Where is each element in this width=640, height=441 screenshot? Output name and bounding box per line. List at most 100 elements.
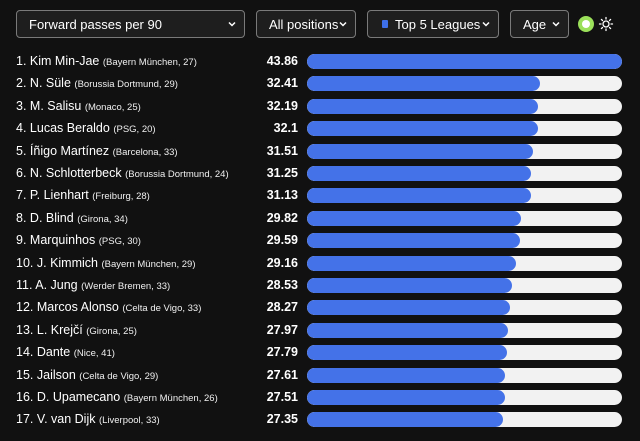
player-row[interactable]: 8. D. Blind (Girona, 34) 29.82: [0, 208, 640, 231]
player-label: 9. Marquinhos (PSG, 30): [16, 233, 141, 247]
player-club-age: (Liverpool, 33): [98, 415, 160, 427]
value-bar-fill: [307, 188, 531, 204]
player-name: N. Schlotterbeck: [29, 166, 122, 180]
player-club-age: (Barcelona, 33): [112, 146, 178, 158]
player-club-age: (Bayern München, 26): [123, 393, 218, 404]
player-club-age: (PSG, 30): [98, 236, 141, 248]
player-value: 29.16: [266, 255, 298, 270]
player-value: 31.51: [266, 143, 298, 158]
player-row[interactable]: 7. P. Lienhart (Freiburg, 28) 31.13: [0, 185, 640, 208]
player-rank: 11.: [16, 278, 33, 292]
player-value: 29.59: [266, 233, 298, 248]
player-club-age: (Celta de Vigo, 33): [122, 303, 202, 315]
position-select[interactable]: All positions: [256, 10, 356, 38]
player-row[interactable]: 4. Lucas Beraldo (PSG, 20) 32.1: [0, 118, 640, 141]
player-label: 5. Íñigo Martínez (Barcelona, 33): [16, 144, 178, 158]
player-row[interactable]: 14. Dante (Nice, 41) 27.79: [0, 342, 640, 365]
player-row[interactable]: 9. Marquinhos (PSG, 30) 29.59: [0, 230, 640, 253]
player-row[interactable]: 2. N. Süle (Borussia Dortmund, 29) 32.41: [0, 73, 640, 96]
player-name: Íñigo Martínez: [29, 143, 110, 158]
player-name: D. Upamecano: [36, 390, 121, 404]
league-select[interactable]: Top 5 Leagues: [367, 10, 499, 38]
player-name: Lucas Beraldo: [29, 121, 110, 136]
player-row[interactable]: 3. M. Salisu (Monaco, 25) 32.19: [0, 96, 640, 119]
metric-select-value: Forward passes per 90: [29, 16, 162, 32]
player-label: 16. D. Upamecano (Bayern München, 26): [16, 390, 218, 404]
player-value: 29.82: [266, 210, 298, 225]
player-club-age: (PSG, 20): [113, 124, 156, 136]
filter-toolbar: Forward passes per 90 All positions Top …: [0, 0, 640, 48]
player-row[interactable]: 17. V. van Dijk (Liverpool, 33) 27.35: [0, 409, 640, 432]
value-bar-fill: [307, 98, 539, 114]
value-bar-track: [307, 278, 622, 293]
player-rank: 5.: [16, 143, 27, 158]
player-club-age: (Werder Bremen, 33): [81, 281, 171, 292]
player-rank: 1.: [16, 54, 27, 68]
player-name: A. Jung: [35, 278, 78, 292]
player-row[interactable]: 6. N. Schlotterbeck (Borussia Dortmund, …: [0, 163, 640, 186]
player-row[interactable]: 16. D. Upamecano (Bayern München, 26) 27.…: [0, 387, 640, 410]
value-bar-fill: [307, 233, 520, 249]
player-label: 6. N. Schlotterbeck (Borussia Dortmund, …: [16, 166, 229, 180]
player-label: 2. N. Süle (Borussia Dortmund, 29): [16, 76, 178, 90]
player-rank: 17.: [16, 412, 34, 427]
value-bar-track: [307, 210, 622, 226]
player-value: 28.53: [266, 278, 298, 292]
metric-select[interactable]: Forward passes per 90: [16, 10, 245, 38]
player-label: 1. Kim Min-Jae (Bayern München, 27): [16, 54, 197, 68]
player-name: P. Lienhart: [29, 188, 89, 203]
value-bar-fill: [307, 322, 508, 338]
player-value: 28.27: [266, 300, 298, 315]
player-name: Dante: [36, 345, 71, 360]
player-row[interactable]: 5. Íñigo Martínez (Barcelona, 33) 31.51: [0, 141, 640, 164]
player-row[interactable]: 10. J. Kimmich (Bayern München, 29) 29.16: [0, 253, 640, 276]
value-bar-fill: [307, 143, 534, 159]
player-label: 4. Lucas Beraldo (PSG, 20): [16, 121, 156, 135]
player-rank: 2.: [16, 76, 27, 91]
player-row[interactable]: 15. Jailson (Celta de Vigo, 29) 27.61: [0, 365, 640, 388]
player-value: 31.25: [266, 166, 298, 180]
player-value: 32.41: [266, 76, 298, 91]
value-bar-fill: [307, 54, 622, 69]
value-bar-track: [307, 390, 622, 405]
player-row[interactable]: 11. A. Jung (Werder Bremen, 33) 28.53: [0, 275, 640, 298]
player-row[interactable]: 1. Kim Min-Jae (Bayern München, 27) 43.86: [0, 51, 640, 74]
player-rank: 4.: [16, 121, 27, 136]
player-name: M. Salisu: [29, 98, 82, 113]
player-rank: 13.: [16, 322, 34, 337]
value-bar-fill: [307, 76, 540, 92]
theme-toggle[interactable]: [578, 16, 594, 32]
value-bar-track: [307, 367, 622, 383]
player-label: 17. V. van Dijk (Liverpool, 33): [16, 412, 160, 426]
player-club-age: (Celta de Vigo, 29): [79, 370, 159, 382]
value-bar-fill: [307, 255, 517, 271]
sun-icon[interactable]: [598, 16, 614, 32]
player-name: Marcos Alonso: [36, 300, 119, 315]
value-bar-fill: [307, 278, 512, 293]
player-club-age: (Monaco, 25): [84, 101, 141, 113]
chevron-down-icon: [550, 18, 562, 30]
value-bar-track: [307, 166, 622, 181]
player-rank: 16.: [16, 390, 34, 404]
player-row[interactable]: 12. Marcos Alonso (Celta de Vigo, 33) 28.…: [0, 297, 640, 320]
value-bar-fill: [307, 412, 504, 428]
player-club-age: (Borussia Dortmund, 24): [125, 169, 229, 180]
player-value: 32.1: [273, 121, 298, 136]
player-value: 27.51: [266, 390, 298, 404]
value-bar-fill: [307, 390, 505, 405]
age-select[interactable]: Age: [510, 10, 569, 38]
player-value: 27.97: [266, 322, 298, 337]
player-name: J. Kimmich: [36, 255, 98, 270]
player-value: 32.19: [266, 98, 298, 113]
player-rank: 3.: [16, 98, 27, 113]
value-bar-track: [307, 300, 622, 316]
player-row[interactable]: 13. L. Krejčí (Girona, 25) 27.97: [0, 320, 640, 343]
player-value: 31.13: [266, 188, 298, 203]
player-rank: 12.: [16, 300, 34, 315]
player-name: Jailson: [36, 367, 76, 382]
value-bar-fill: [307, 121, 538, 137]
value-bar-track: [307, 255, 622, 271]
value-bar-fill: [307, 345, 507, 361]
player-name: V. van Dijk: [36, 412, 96, 427]
value-bar-track: [307, 143, 622, 159]
